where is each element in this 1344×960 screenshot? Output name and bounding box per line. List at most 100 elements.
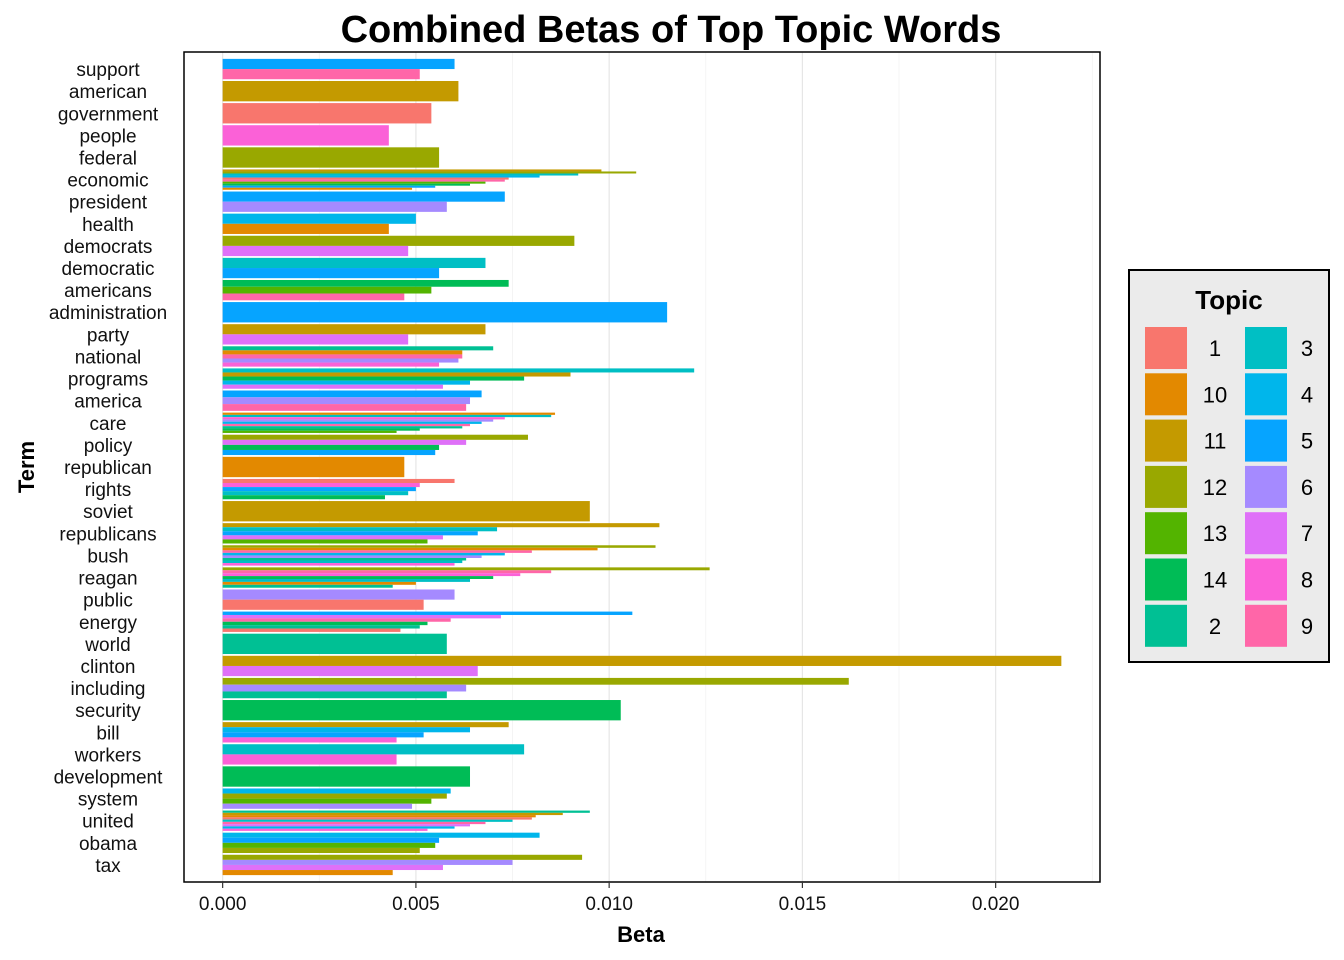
legend-entries: 1 10 11 12 13 14 2 3 4 5 6 7 8 9 <box>1145 327 1313 647</box>
legend-label: 2 <box>1209 614 1221 639</box>
bar <box>222 80 459 102</box>
bar <box>222 419 494 422</box>
bar <box>222 171 637 174</box>
legend: Topic 1 10 11 12 13 14 2 3 4 5 6 7 8 9 <box>1128 269 1330 663</box>
y-tick-label: tax <box>95 856 121 877</box>
bar <box>222 576 494 579</box>
bar <box>222 821 486 825</box>
bar <box>222 826 455 829</box>
legend-label: 8 <box>1301 568 1313 593</box>
legend-label: 7 <box>1301 521 1313 546</box>
bar <box>222 384 443 389</box>
y-tick-label: policy <box>84 436 133 457</box>
bar <box>222 633 447 655</box>
bar <box>222 611 633 615</box>
bar <box>222 766 471 787</box>
bar <box>222 567 710 571</box>
bar <box>222 417 505 420</box>
bar <box>222 368 695 373</box>
y-tick-label: government <box>58 104 159 125</box>
bar <box>222 169 602 172</box>
bar <box>222 478 455 484</box>
bar <box>222 788 451 794</box>
legend-key <box>1245 373 1287 416</box>
bar <box>222 191 505 202</box>
bar <box>222 412 556 415</box>
y-tick-label: reagan <box>78 569 137 590</box>
bar <box>222 547 598 551</box>
bar <box>222 842 436 848</box>
bar <box>222 691 447 699</box>
bar <box>222 817 532 820</box>
bar <box>222 737 397 743</box>
bar <box>222 584 393 588</box>
x-tick-label: 0.010 <box>585 894 633 915</box>
bars <box>222 58 1062 876</box>
bar <box>222 380 471 385</box>
bar <box>222 535 443 540</box>
legend-label: 1 <box>1209 336 1221 361</box>
legend-key <box>1145 465 1187 508</box>
bar <box>222 523 660 528</box>
y-tick-label: federal <box>79 148 137 169</box>
y-tick-label: soviet <box>83 502 133 523</box>
bar <box>222 69 420 80</box>
legend-key <box>1245 604 1287 647</box>
y-tick-label: security <box>75 701 141 722</box>
bar <box>222 655 1062 666</box>
bar <box>222 376 525 381</box>
bar <box>222 832 540 838</box>
bar <box>222 550 532 553</box>
y-tick-label: democrats <box>64 237 153 258</box>
bar <box>222 362 440 367</box>
y-tick-label: united <box>82 812 134 833</box>
y-tick-label: party <box>87 325 130 346</box>
legend-label: 11 <box>1204 429 1227 454</box>
bar <box>222 58 455 70</box>
y-tick-label: development <box>54 768 164 789</box>
bar <box>222 732 424 738</box>
y-tick-label: clinton <box>81 657 136 678</box>
bar <box>222 147 440 168</box>
bar <box>222 677 849 685</box>
bar <box>222 286 432 294</box>
bar <box>222 614 501 619</box>
bar <box>222 456 405 478</box>
y-tick-label: president <box>69 193 148 214</box>
bar <box>222 125 389 146</box>
bar <box>222 864 443 871</box>
bar <box>222 428 420 431</box>
legend-key <box>1245 419 1287 462</box>
bar <box>222 501 590 522</box>
y-tick-label: administration <box>49 303 167 324</box>
bar <box>222 423 471 427</box>
bar <box>222 589 455 600</box>
bar <box>222 223 389 234</box>
x-tick-labels: 0.000 0.005 0.010 0.015 0.020 <box>199 882 1019 915</box>
bar <box>222 570 552 574</box>
legend-key <box>1245 327 1287 369</box>
bar <box>222 414 552 418</box>
bar <box>222 183 471 186</box>
bar <box>222 722 509 728</box>
y-tick-label: people <box>79 126 136 147</box>
legend-label: 9 <box>1301 614 1313 639</box>
y-tick-label: american <box>69 82 147 103</box>
legend-label: 6 <box>1301 475 1313 500</box>
y-tick-label: care <box>90 414 127 435</box>
legend-label: 13 <box>1203 521 1227 546</box>
legend-label: 5 <box>1301 429 1313 454</box>
bar <box>222 421 482 424</box>
y-tick-label: public <box>83 591 133 612</box>
bar <box>222 819 513 822</box>
chart-title: Combined Betas of Top Topic Words <box>341 9 1002 51</box>
bar <box>222 439 467 445</box>
legend-key <box>1245 465 1287 508</box>
bar <box>222 354 463 359</box>
bar <box>222 187 413 190</box>
bar <box>222 847 420 854</box>
bar <box>222 181 486 184</box>
bar <box>222 824 471 827</box>
bar <box>222 449 436 456</box>
legend-label: 3 <box>1301 336 1313 361</box>
